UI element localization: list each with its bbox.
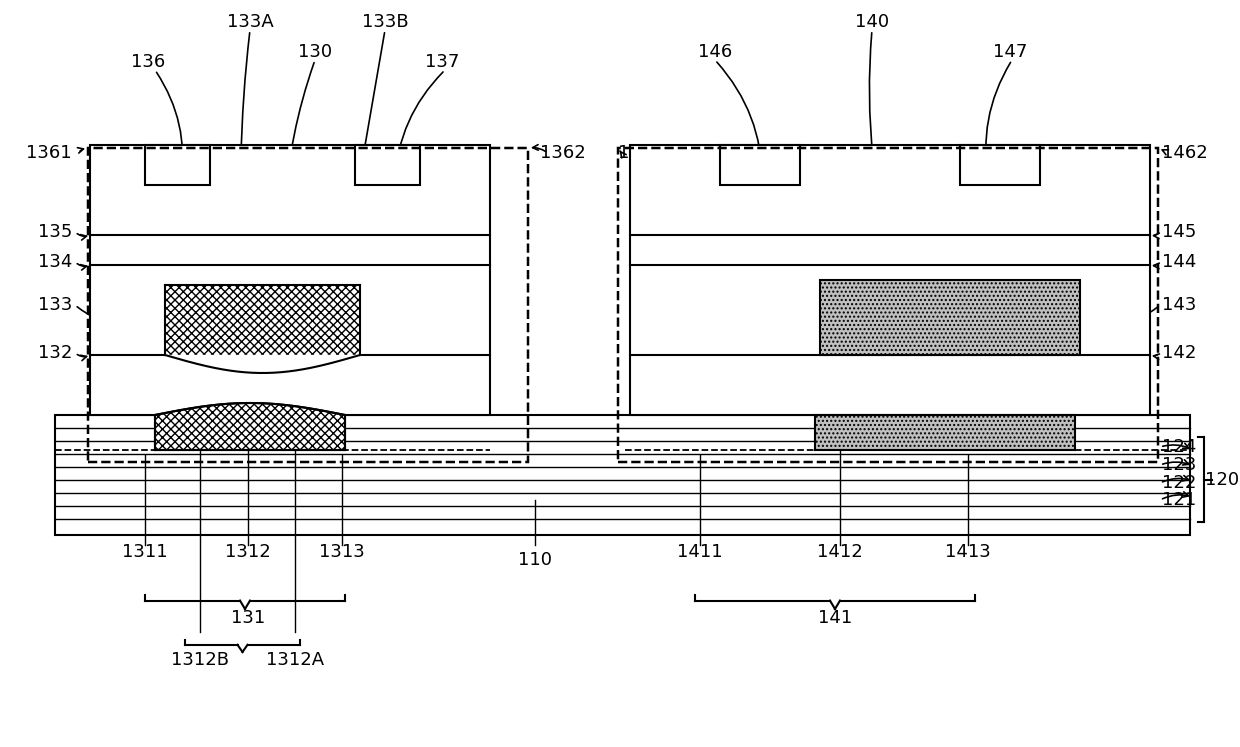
Text: 130: 130 — [298, 43, 332, 61]
Bar — [720, 145, 800, 185]
Text: 145: 145 — [1162, 223, 1197, 241]
Text: 1412: 1412 — [817, 543, 863, 561]
Text: 147: 147 — [993, 43, 1027, 61]
Text: 1311: 1311 — [123, 543, 167, 561]
Text: 1411: 1411 — [677, 543, 723, 561]
Bar — [355, 145, 420, 185]
Text: 1312A: 1312A — [265, 651, 324, 669]
Bar — [960, 145, 1040, 185]
Text: 141: 141 — [818, 609, 852, 627]
Bar — [88, 148, 528, 462]
Text: 121: 121 — [1162, 491, 1197, 509]
Text: 133A: 133A — [227, 13, 273, 31]
Text: 142: 142 — [1162, 344, 1197, 362]
Polygon shape — [155, 403, 345, 450]
Text: 132: 132 — [37, 344, 72, 362]
Polygon shape — [165, 285, 360, 373]
Bar — [815, 415, 1075, 450]
Text: 140: 140 — [854, 13, 889, 31]
Text: 144: 144 — [1162, 253, 1197, 271]
Bar — [145, 145, 210, 185]
Text: 134: 134 — [37, 253, 72, 271]
Bar — [820, 280, 1080, 355]
Text: 133B: 133B — [362, 13, 408, 31]
Text: 136: 136 — [131, 53, 165, 71]
Bar — [91, 145, 490, 415]
Text: 133: 133 — [37, 296, 72, 314]
Bar — [618, 148, 1158, 462]
Text: 1312: 1312 — [226, 543, 270, 561]
Text: 146: 146 — [698, 43, 732, 61]
Text: 143: 143 — [1162, 296, 1197, 314]
Text: 135: 135 — [37, 223, 72, 241]
Bar — [165, 285, 360, 355]
Text: 1313: 1313 — [319, 543, 365, 561]
Bar — [630, 145, 1149, 415]
Bar — [55, 415, 1190, 535]
Text: 1362: 1362 — [539, 144, 585, 162]
Text: 124: 124 — [1162, 438, 1197, 456]
Text: 1312B: 1312B — [171, 651, 229, 669]
Text: 122: 122 — [1162, 474, 1197, 492]
Text: 131: 131 — [231, 609, 265, 627]
Text: 1413: 1413 — [945, 543, 991, 561]
Text: 123: 123 — [1162, 456, 1197, 474]
Text: 120: 120 — [1205, 471, 1239, 489]
Text: 137: 137 — [425, 53, 459, 71]
Text: 1361: 1361 — [26, 144, 72, 162]
Text: 1461: 1461 — [618, 144, 663, 162]
Text: 110: 110 — [518, 551, 552, 569]
Text: 1462: 1462 — [1162, 144, 1208, 162]
